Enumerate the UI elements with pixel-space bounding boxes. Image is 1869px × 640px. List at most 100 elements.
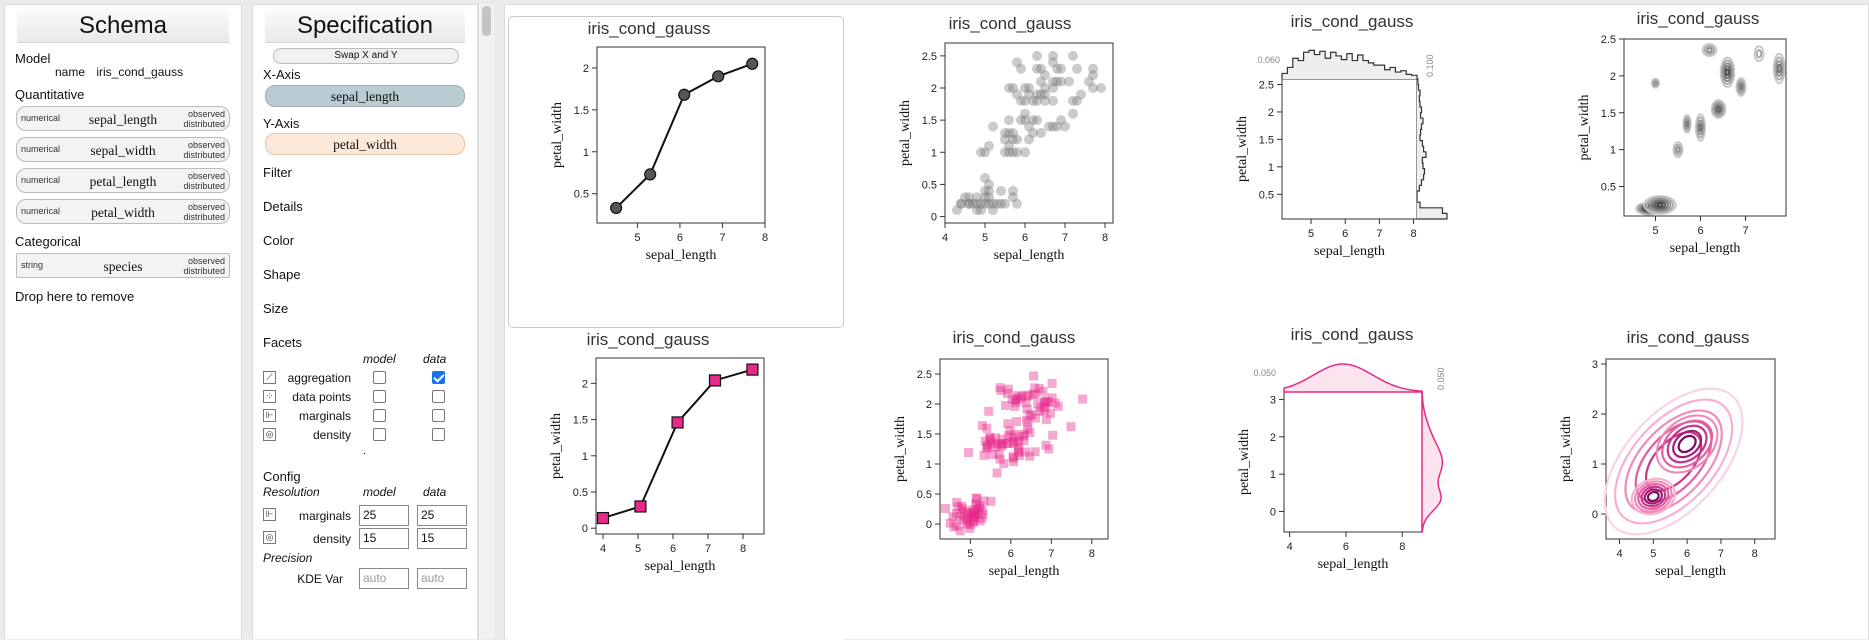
field-sepal-length[interactable]: numerical sepal_length observed distribut… [16,106,230,131]
aggregation-data-checkbox[interactable] [432,371,445,384]
density-contour [1696,116,1705,139]
marginals-model-resolution-input[interactable]: 25 [359,505,409,526]
resolution-row-marginals: ⊩ marginals 25 25 [263,505,473,527]
density-model-checkbox[interactable] [373,428,386,441]
y-tick-label: 0.5 [1601,182,1616,194]
data-point [1009,438,1019,448]
color-shelf[interactable]: Color [263,233,295,248]
density-contour [1725,68,1730,77]
data-point [1022,404,1032,414]
facet-row-marginals: ⊩ marginals [263,408,473,424]
data-point [965,520,975,530]
data-point [949,522,959,532]
data-point [987,449,997,459]
chart-cell-5[interactable]: iris_cond_gauss 4 5 6 7 8 0 0.5 1 1.5 2 sepal_lengt… [508,328,844,640]
data-point [1010,398,1020,408]
density-contour [1675,146,1681,154]
data-point [1035,407,1045,417]
x-tick-label: 6 [677,232,683,244]
data-point [975,503,985,513]
density-model-resolution-input[interactable]: 15 [359,528,409,549]
x-marginal-tick: 0.060 [1257,55,1280,65]
chart-cell-1[interactable]: iris_cond_gauss 5 6 7 8 0.5 1 1.5 2 sepal_length p… [508,16,844,328]
data-point [1044,121,1054,132]
data-point [1012,198,1022,209]
size-shelf[interactable]: Size [263,301,289,316]
data-point [1039,405,1049,415]
y-axis-label: petal_width [550,102,565,168]
data-point [968,507,978,517]
data-point [940,503,950,513]
chart-cell-8[interactable]: iris_cond_gauss 4 5 6 7 8 0 1 2 3 sepal_length peta… [1528,325,1864,637]
data-points-data-checkbox[interactable] [432,390,445,403]
chart-cell-6[interactable]: iris_cond_gauss 5 6 7 8 0 0.5 1 1.5 2 2.5 sepal_len… [844,325,1180,637]
data-point [1008,134,1018,145]
density-data-resolution-input[interactable]: 15 [417,528,467,549]
series-line [602,368,753,520]
data-point [1048,121,1058,132]
field-petal-width[interactable]: numerical petal_width observed distribute… [16,199,230,224]
swap-xy-button[interactable]: Swap X and Y [273,48,459,64]
y-axis-shelf[interactable]: petal_width [265,133,465,155]
data-point [960,192,970,203]
kde-var-model-input[interactable]: auto [359,568,409,589]
kde-var-data-input[interactable]: auto [417,568,467,589]
density-contour [1646,490,1660,503]
marginals-model-checkbox[interactable] [373,409,386,422]
y-tick-label: 2 [926,399,932,411]
y-tick-label: 0.5 [922,179,937,191]
density-contour [1666,424,1708,464]
x-axis-shelf[interactable]: sepal_length [265,85,465,107]
marginals-data-checkbox[interactable] [432,409,445,422]
chart-cell-7[interactable]: iris_cond_gauss 4 6 8 0 1 2 3 sepal_length petal_… [1192,322,1528,634]
data-point [1021,447,1031,457]
y-axis-label: petal_width [893,416,908,482]
marginals-data-resolution-input[interactable]: 25 [417,505,467,526]
data-point [991,442,1001,452]
data-point [1000,134,1010,145]
chart-cell-2[interactable]: iris_cond_gauss 4 5 6 7 8 0 0.5 1 1.5 2 2.5 sepal_le… [850,9,1186,321]
spec-scrollbar[interactable] [478,4,494,639]
data-point [977,514,987,524]
x-tick-label: 6 [1008,548,1014,560]
y-tick-label: 2 [1268,107,1274,119]
specification-title: Specification [265,9,465,43]
data-point [1040,89,1050,100]
data-point [971,493,981,503]
chart-cell-3[interactable]: iris_cond_gauss 5 6 7 8 0.5 1 1.5 2 2.5 sepal_leng… [1192,9,1528,321]
density-data-checkbox[interactable] [432,428,445,441]
shape-shelf[interactable]: Shape [263,267,301,282]
data-point [952,497,962,507]
y-axis-label: Y-Axis [263,116,300,131]
field-sepal-width[interactable]: numerical sepal_width observed distribute… [16,137,230,162]
kde-var-label: KDE Var [297,572,343,586]
x-tick-label: 6 [1342,228,1348,240]
x-tick-label: 5 [1652,225,1658,237]
drop-remove-zone[interactable]: Drop here to remove [15,289,135,304]
data-point [1011,395,1021,405]
aggregation-model-checkbox[interactable] [373,371,386,384]
data-point [1014,451,1024,461]
data-point [1020,108,1030,119]
scrollbar-thumb[interactable] [482,6,491,36]
chart-cell-4[interactable]: iris_cond_gauss 5 6 7 0.5 1 1.5 2 2.5 sepal_lengt… [1528,5,1864,317]
data-points-model-checkbox[interactable] [373,390,386,403]
field-petal-length[interactable]: numerical petal_length observed distribut… [16,168,230,193]
details-shelf[interactable]: Details [263,199,303,214]
data-point [1001,400,1011,410]
y-tick-label: 0.5 [574,189,589,201]
filter-shelf[interactable]: Filter [263,165,292,180]
field-species[interactable]: string species observed distributed [16,253,230,278]
y-tick-label: 2.5 [917,369,932,381]
data-point [996,386,1006,396]
data-point [1020,147,1030,158]
data-point [962,513,972,523]
y-axis-label: petal_width [898,100,913,166]
x-tick-label: 6 [1697,225,1703,237]
data-point [948,512,958,522]
data-point [1041,415,1051,425]
x-tick-label: 7 [705,543,711,555]
data-point [1048,83,1058,93]
x-axis-label: sepal_length [1670,241,1741,256]
model-name-value: iris_cond_gauss [96,65,184,79]
